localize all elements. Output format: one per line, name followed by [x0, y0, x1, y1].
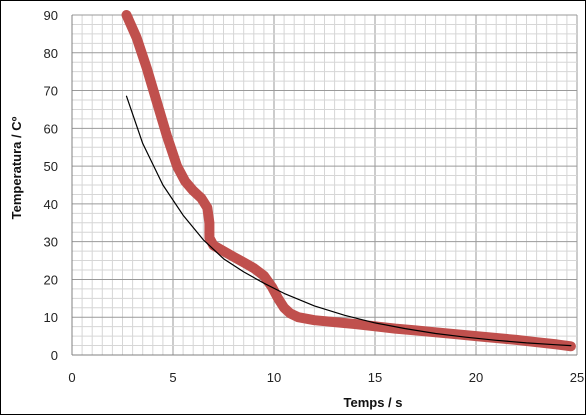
x-tick-label: 25: [570, 370, 584, 385]
y-tick-label: 70: [44, 84, 58, 99]
x-tick-label: 15: [368, 370, 382, 385]
y-tick-label: 90: [44, 8, 58, 23]
x-tick-label: 5: [169, 370, 176, 385]
y-tick-label: 40: [44, 197, 58, 212]
fit-curve-line: [125, 95, 572, 347]
y-tick-label: 50: [44, 159, 58, 174]
x-axis-title: Temps / s: [343, 395, 402, 410]
x-tick-label: 0: [68, 370, 75, 385]
x-tick-label: 20: [469, 370, 483, 385]
y-tick-label: 30: [44, 235, 58, 250]
y-tick-label: 0: [51, 348, 58, 363]
tick-labels: 0 5 10 15 20 25 0 10 20 30 40 50 60 70 80 90: [44, 8, 585, 385]
y-axis-title: Temperatura / Cº: [9, 116, 24, 219]
series-layer: [121, 10, 576, 352]
y-tick-label: 10: [44, 310, 58, 325]
x-tick-label: 10: [267, 370, 281, 385]
y-tick-label: 20: [44, 272, 58, 287]
y-tick-label: 80: [44, 46, 58, 61]
y-tick-label: 60: [44, 121, 58, 136]
